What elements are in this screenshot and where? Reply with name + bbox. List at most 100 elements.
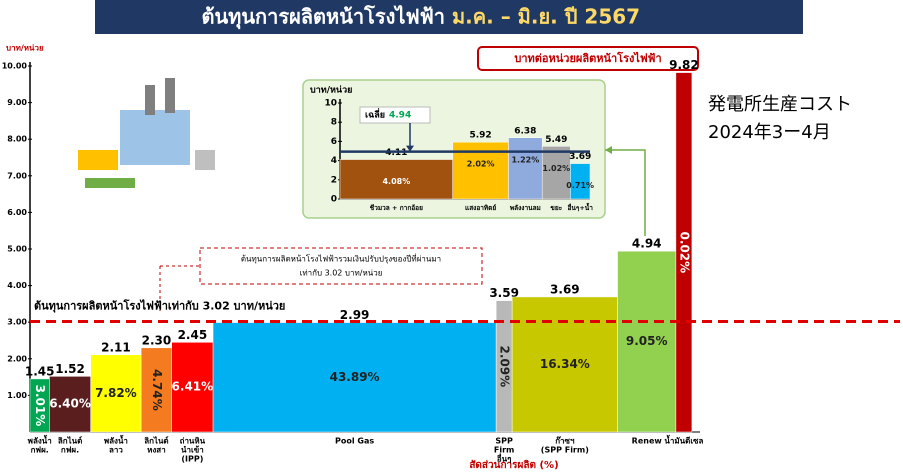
value-label: 1.45 bbox=[25, 364, 55, 378]
bar bbox=[508, 137, 543, 200]
y-tick-label: 10 bbox=[324, 99, 337, 109]
share-label: 7.82% bbox=[95, 386, 137, 400]
x-tick-label: ชีวมวล + กากอ้อย bbox=[370, 203, 423, 212]
x-tick-label: ลิกไนต์ bbox=[144, 436, 169, 446]
bar bbox=[617, 250, 677, 433]
x-tick-label: แสงอาทิตย์ bbox=[465, 204, 496, 212]
x-tick-label: อื่นๆ bbox=[497, 453, 512, 464]
bar bbox=[140, 347, 172, 433]
share-label: 0.71% bbox=[566, 181, 594, 190]
bar bbox=[675, 72, 693, 433]
share-label: 16.34% bbox=[540, 357, 590, 371]
average-label: ต้นทุนการผลิตหน้าโรงไฟฟ้าเท่ากับ 3.02 บา… bbox=[34, 298, 285, 313]
share-label: 0.02% bbox=[677, 231, 691, 273]
legend-box bbox=[477, 46, 699, 71]
y-tick-label: 3.00 bbox=[7, 318, 27, 327]
share-label: 4.74% bbox=[150, 369, 164, 411]
x-tick-label: ก๊าซฯ bbox=[555, 436, 575, 446]
x-tick-label: ถ่านหิน bbox=[180, 437, 206, 446]
bar bbox=[171, 342, 214, 433]
value-label: 5.92 bbox=[469, 131, 491, 141]
title-bar bbox=[95, 0, 803, 34]
y-tick-label: 0 bbox=[331, 195, 337, 205]
x-tick-label: ลาว bbox=[109, 446, 123, 455]
note-text: เท่ากับ 3.02 บาท/หน่วย bbox=[300, 269, 383, 278]
note-box bbox=[199, 247, 483, 285]
value-label: 1.52 bbox=[55, 362, 85, 376]
x-tick-label: Pool Gas bbox=[335, 437, 374, 446]
x-tick-label: หงสา bbox=[147, 446, 166, 455]
x-tick-label: SPP bbox=[495, 437, 513, 446]
inset-average-arrow-head bbox=[406, 145, 414, 152]
y-tick-label: 4.00 bbox=[7, 281, 27, 290]
value-label: 2.45 bbox=[178, 328, 208, 342]
bar bbox=[570, 163, 591, 200]
y-tick-label: 6.00 bbox=[7, 208, 27, 217]
share-label: 2.09% bbox=[498, 345, 512, 387]
x-tick-label: พลังน้ำ bbox=[104, 435, 128, 446]
inset-arrow-head bbox=[605, 146, 612, 154]
y-tick-label: 1.00 bbox=[7, 391, 27, 400]
title-period: ม.ค. – มิ.ย. ปี 2567 bbox=[452, 5, 640, 29]
bar bbox=[90, 354, 142, 433]
share-label: 6.41% bbox=[172, 380, 214, 394]
y-tick-label: 6 bbox=[331, 137, 337, 147]
share-label: 4.08% bbox=[382, 177, 410, 186]
x-tick-label: Renew bbox=[632, 437, 663, 446]
share-label: 1.02% bbox=[542, 164, 570, 173]
x-tick-label: (SPP Firm) bbox=[541, 446, 589, 455]
share-label: 9.05% bbox=[626, 334, 668, 348]
bar bbox=[212, 322, 497, 433]
y-tick-label: 9.00 bbox=[7, 98, 27, 107]
caption: 2024年3ー4月 bbox=[708, 122, 831, 143]
y-tick-label: 7.00 bbox=[7, 171, 27, 180]
x-tick-label: นำเข้า bbox=[181, 445, 204, 455]
value-label: 2.11 bbox=[101, 340, 131, 354]
y-tick-label: 2 bbox=[331, 175, 337, 185]
value-label: 2.99 bbox=[340, 308, 370, 322]
share-label: 3.01% bbox=[33, 385, 47, 427]
x-tick-label: พลังน้ำ bbox=[28, 435, 52, 446]
x-tick-label: พลังงานลม bbox=[510, 204, 541, 212]
value-label: 6.38 bbox=[514, 126, 536, 136]
x-tick-label: (IPP) bbox=[181, 455, 203, 464]
y-tick-label: 10.00 bbox=[2, 62, 28, 71]
value-label: 3.59 bbox=[489, 286, 519, 300]
y-tick-label: 8.00 bbox=[7, 135, 27, 144]
legend-text: บาทต่อหน่วยผลิตหน้าโรงไฟฟ้า bbox=[514, 51, 661, 65]
inset-y-label: บาท/หน่วย bbox=[310, 85, 352, 96]
value-label: 2.30 bbox=[142, 333, 172, 347]
bar bbox=[339, 159, 453, 200]
x-tick-label: ลิกไนต์ bbox=[58, 436, 83, 446]
bar bbox=[541, 146, 571, 200]
x-tick-label: ขยะ bbox=[550, 204, 562, 212]
x-tick-label: Firm bbox=[494, 446, 515, 455]
y-tick-label: 4 bbox=[331, 156, 337, 166]
inset-average-text: เฉลี่ย bbox=[365, 108, 385, 121]
x-tick-label: กฟผ. bbox=[31, 446, 49, 455]
y-label: บาท/หน่วย bbox=[6, 44, 44, 53]
x-tick-label: กฟผ. bbox=[61, 446, 79, 455]
y-tick-label: 5.00 bbox=[7, 245, 27, 254]
share-label: 43.89% bbox=[330, 370, 380, 384]
share-label: 6.40% bbox=[49, 397, 91, 411]
title: ต้นทุนการผลิตหน้าโรงไฟฟ้า bbox=[201, 5, 445, 30]
caption: 発電所生産コスト bbox=[708, 94, 852, 115]
bar bbox=[511, 296, 618, 433]
x-label: สัดส่วนการผลิต (%) bbox=[469, 459, 558, 471]
note-text: ต้นทุนการผลิตหน้าโรงไฟฟ้ารวมเงินปรับปรุง… bbox=[241, 253, 441, 264]
y-tick-label: 8 bbox=[331, 118, 337, 128]
y-tick-label: 2.00 bbox=[7, 354, 27, 363]
value-label: 3.69 bbox=[550, 282, 580, 296]
value-label: 3.69 bbox=[569, 152, 591, 162]
x-tick-label: น้ำมันดีเซล bbox=[664, 435, 703, 446]
share-label: 2.02% bbox=[467, 160, 495, 169]
inset-average-box bbox=[359, 106, 431, 124]
x-tick-label: อื่นๆ+น้ำ bbox=[567, 202, 593, 212]
value-label: 4.11 bbox=[385, 148, 407, 158]
inset-average-value: 4.94 bbox=[389, 111, 411, 121]
share-label: 1.22% bbox=[511, 155, 539, 164]
value-label: 9.82 bbox=[669, 58, 699, 72]
inset-arrow bbox=[605, 149, 646, 236]
